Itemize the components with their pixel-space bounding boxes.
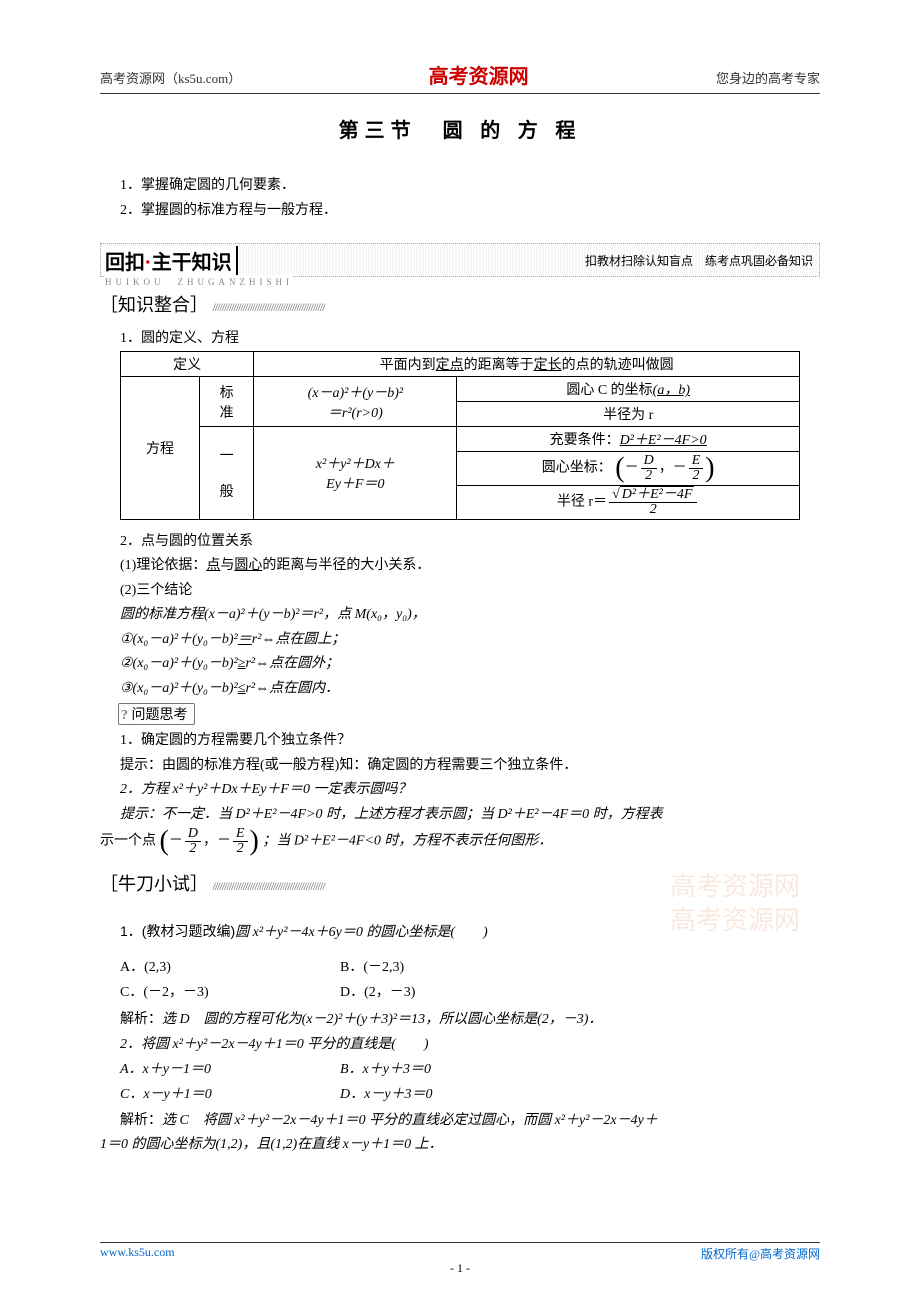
header-right: 您身边的高考专家 — [716, 68, 820, 87]
section-title: 第三节 圆 的 方 程 — [100, 114, 820, 143]
ex1-options: A．(2,3)B．(－2,3) C．(－2，－3)D．(2，－3) 解析：选 D… — [120, 955, 820, 1133]
ex2-A: A．x＋y－1＝0 — [120, 1057, 340, 1082]
ex2-ans1: 解析：选 C 将圆 x²＋y²－2x－4y＋1＝0 平分的直线必定过圆心，而圆 … — [120, 1107, 820, 1133]
cell-gen-eq: x²＋y²＋Dx＋Ey＋F＝0 — [254, 427, 457, 520]
header-left: 高考资源网（ks5u.com） — [100, 68, 241, 87]
banner-t2: 主干知识 — [152, 246, 232, 275]
exercise-1: 1．(教材习题改编)圆 x²＋y²－4x＋6y＝0 的圆心坐标是( ) — [120, 916, 820, 949]
goal-1: 1．掌握确定圆的几何要素． — [120, 173, 820, 198]
learning-goals: 1．掌握确定圆的几何要素． 2．掌握圆的标准方程与一般方程． — [120, 173, 820, 223]
cell-def-label: 定义 — [121, 352, 254, 377]
ex2-B: B．x＋y＋3＝0 — [340, 1057, 560, 1082]
cell-gen-radius: 半径 r＝√D²＋E²－4F2 — [457, 486, 800, 520]
banner-dot: · — [145, 252, 152, 275]
banner-t1: 回扣 — [105, 246, 145, 275]
think-q2: 2．方程 x²＋y²＋Dx＋Ey＋F＝0 一定表示圆吗？ — [120, 778, 820, 803]
footer-left: www.ks5u.com — [100, 1245, 175, 1262]
circle-definition-table: 定义 平面内到定点的距离等于定长的点的轨迹叫做圆 方程 标准 (x－a)²＋(y… — [120, 351, 800, 520]
banner-huikou: 回扣·主干知识 扣教材扫除认知盲点 练考点巩固必备知识 HUIKOU ZHUGA… — [100, 243, 820, 277]
ex1-ans: 解析：选 D 圆的方程可化为(x－2)²＋(y＋3)²＝13，所以圆心坐标是(2… — [120, 1006, 820, 1032]
page-header: 高考资源网（ks5u.com） 高考资源网 您身边的高考专家 — [100, 60, 820, 94]
point-circle-body: (1)理论依据：点与圆心的距离与半径的大小关系． (2)三个结论 圆的标准方程(… — [120, 554, 820, 701]
ex2-D: D．x－y＋3＝0 — [340, 1082, 560, 1107]
line-2: (2)三个结论 — [120, 579, 820, 604]
think-a2a: 提示：不一定．当 D²＋E²－4F>0 时，上述方程才表示圆；当 D²＋E²－4… — [120, 803, 820, 828]
ex1-B: B．(－2,3) — [340, 955, 560, 980]
banner-right: 扣教材扫除认知盲点 练考点巩固必备知识 — [585, 252, 819, 269]
think-a1: 提示：由圆的标准方程(或一般方程)知：确定圆的方程需要三个独立条件． — [120, 754, 820, 779]
label-niudao-text: ［牛刀小试］ — [100, 874, 208, 894]
think-q1: 1．确定圆的方程需要几个独立条件？ — [120, 729, 820, 754]
hatch-2: ////////////////////////////////////////… — [213, 879, 325, 893]
ex1-C: C．(－2，－3) — [120, 980, 340, 1005]
cell-gen-center: 圆心坐标： (－D2，－E2) — [457, 452, 800, 486]
hatch-1: ////////////////////////////////////////… — [213, 300, 325, 314]
cell-std-label: 标准 — [199, 377, 253, 427]
label-niudao: ［牛刀小试］ /////////////////////////////////… — [100, 870, 820, 896]
qthink-box: ? 问题思考 — [118, 703, 195, 725]
cell-std-center: 圆心 C 的坐标(a，b) — [457, 377, 800, 402]
cell-eq-label: 方程 — [121, 377, 200, 520]
ex1-A: A．(2,3) — [120, 955, 340, 980]
label-zhishi: ［知识整合］ /////////////////////////////////… — [100, 291, 820, 317]
ex1-q: 1．(教材习题改编)圆 x²＋y²－4x＋6y＝0 的圆心坐标是( ) — [120, 916, 820, 949]
banner-pinyin: HUIKOU ZHUGANZHISHI — [105, 275, 293, 288]
cell-std-radius: 半径为 r — [457, 402, 800, 427]
ex2-q: 2．将圆 x²＋y²－2x－4y＋1＝0 平分的直线是( ) — [120, 1032, 820, 1057]
line-4: ①(x₀－a)²＋(y₀－b)²＝r²⇔点在圆上； — [120, 628, 820, 653]
cell-std-eq: (x－a)²＋(y－b)²＝r²(r>0) — [254, 377, 457, 427]
cell-gen-cond: 充要条件：D²＋E²－4F>0 — [457, 427, 800, 452]
ex2-ans2: 1＝0 的圆心坐标为(1,2)，且(1,2)在直线 x－y＋1＝0 上． — [100, 1133, 820, 1158]
ex1-D: D．(2，－3) — [340, 980, 560, 1005]
line-3: 圆的标准方程(x－a)²＋(y－b)²＝r²，点 M(x₀，y₀)， — [120, 603, 820, 628]
think-body: 1．确定圆的方程需要几个独立条件？ 提示：由圆的标准方程(或一般方程)知：确定圆… — [120, 729, 820, 827]
page: 高考资源网（ks5u.com） 高考资源网 您身边的高考专家 第三节 圆 的 方… — [0, 0, 920, 1302]
banner-title: 回扣·主干知识 — [101, 246, 238, 275]
page-footer: www.ks5u.com 版权所有@高考资源网 - 1 - — [100, 1242, 820, 1262]
cell-gen-label: 一般 — [199, 427, 253, 520]
cell-def-text: 平面内到定点的距离等于定长的点的轨迹叫做圆 — [254, 352, 800, 377]
think-a2-line2: 示一个点 (－D2，－E2) ；当 D²＋E²－4F<0 时，方程不表示任何图形… — [100, 827, 820, 856]
ex2-C: C．x－y＋1＝0 — [120, 1082, 340, 1107]
qmark-icon: ? — [121, 708, 128, 723]
header-center: 高考资源网 — [429, 60, 529, 89]
footer-page: - 1 - — [450, 1261, 470, 1276]
label-zhishi-text: ［知识整合］ — [100, 295, 208, 315]
sec-2-title: 2．点与圆的位置关系 — [120, 530, 820, 550]
line-5: ②(x₀－a)²＋(y₀－b)²≥r²⇔点在圆外； — [120, 652, 820, 677]
line-1: (1)理论依据：点与圆心的距离与半径的大小关系． — [120, 554, 820, 579]
goal-2: 2．掌握圆的标准方程与一般方程． — [120, 198, 820, 223]
line-6: ③(x₀－a)²＋(y₀－b)²≤r²⇔点在圆内． — [120, 677, 820, 702]
sec-1-title: 1．圆的定义、方程 — [120, 327, 820, 347]
footer-right: 版权所有@高考资源网 — [701, 1245, 820, 1262]
